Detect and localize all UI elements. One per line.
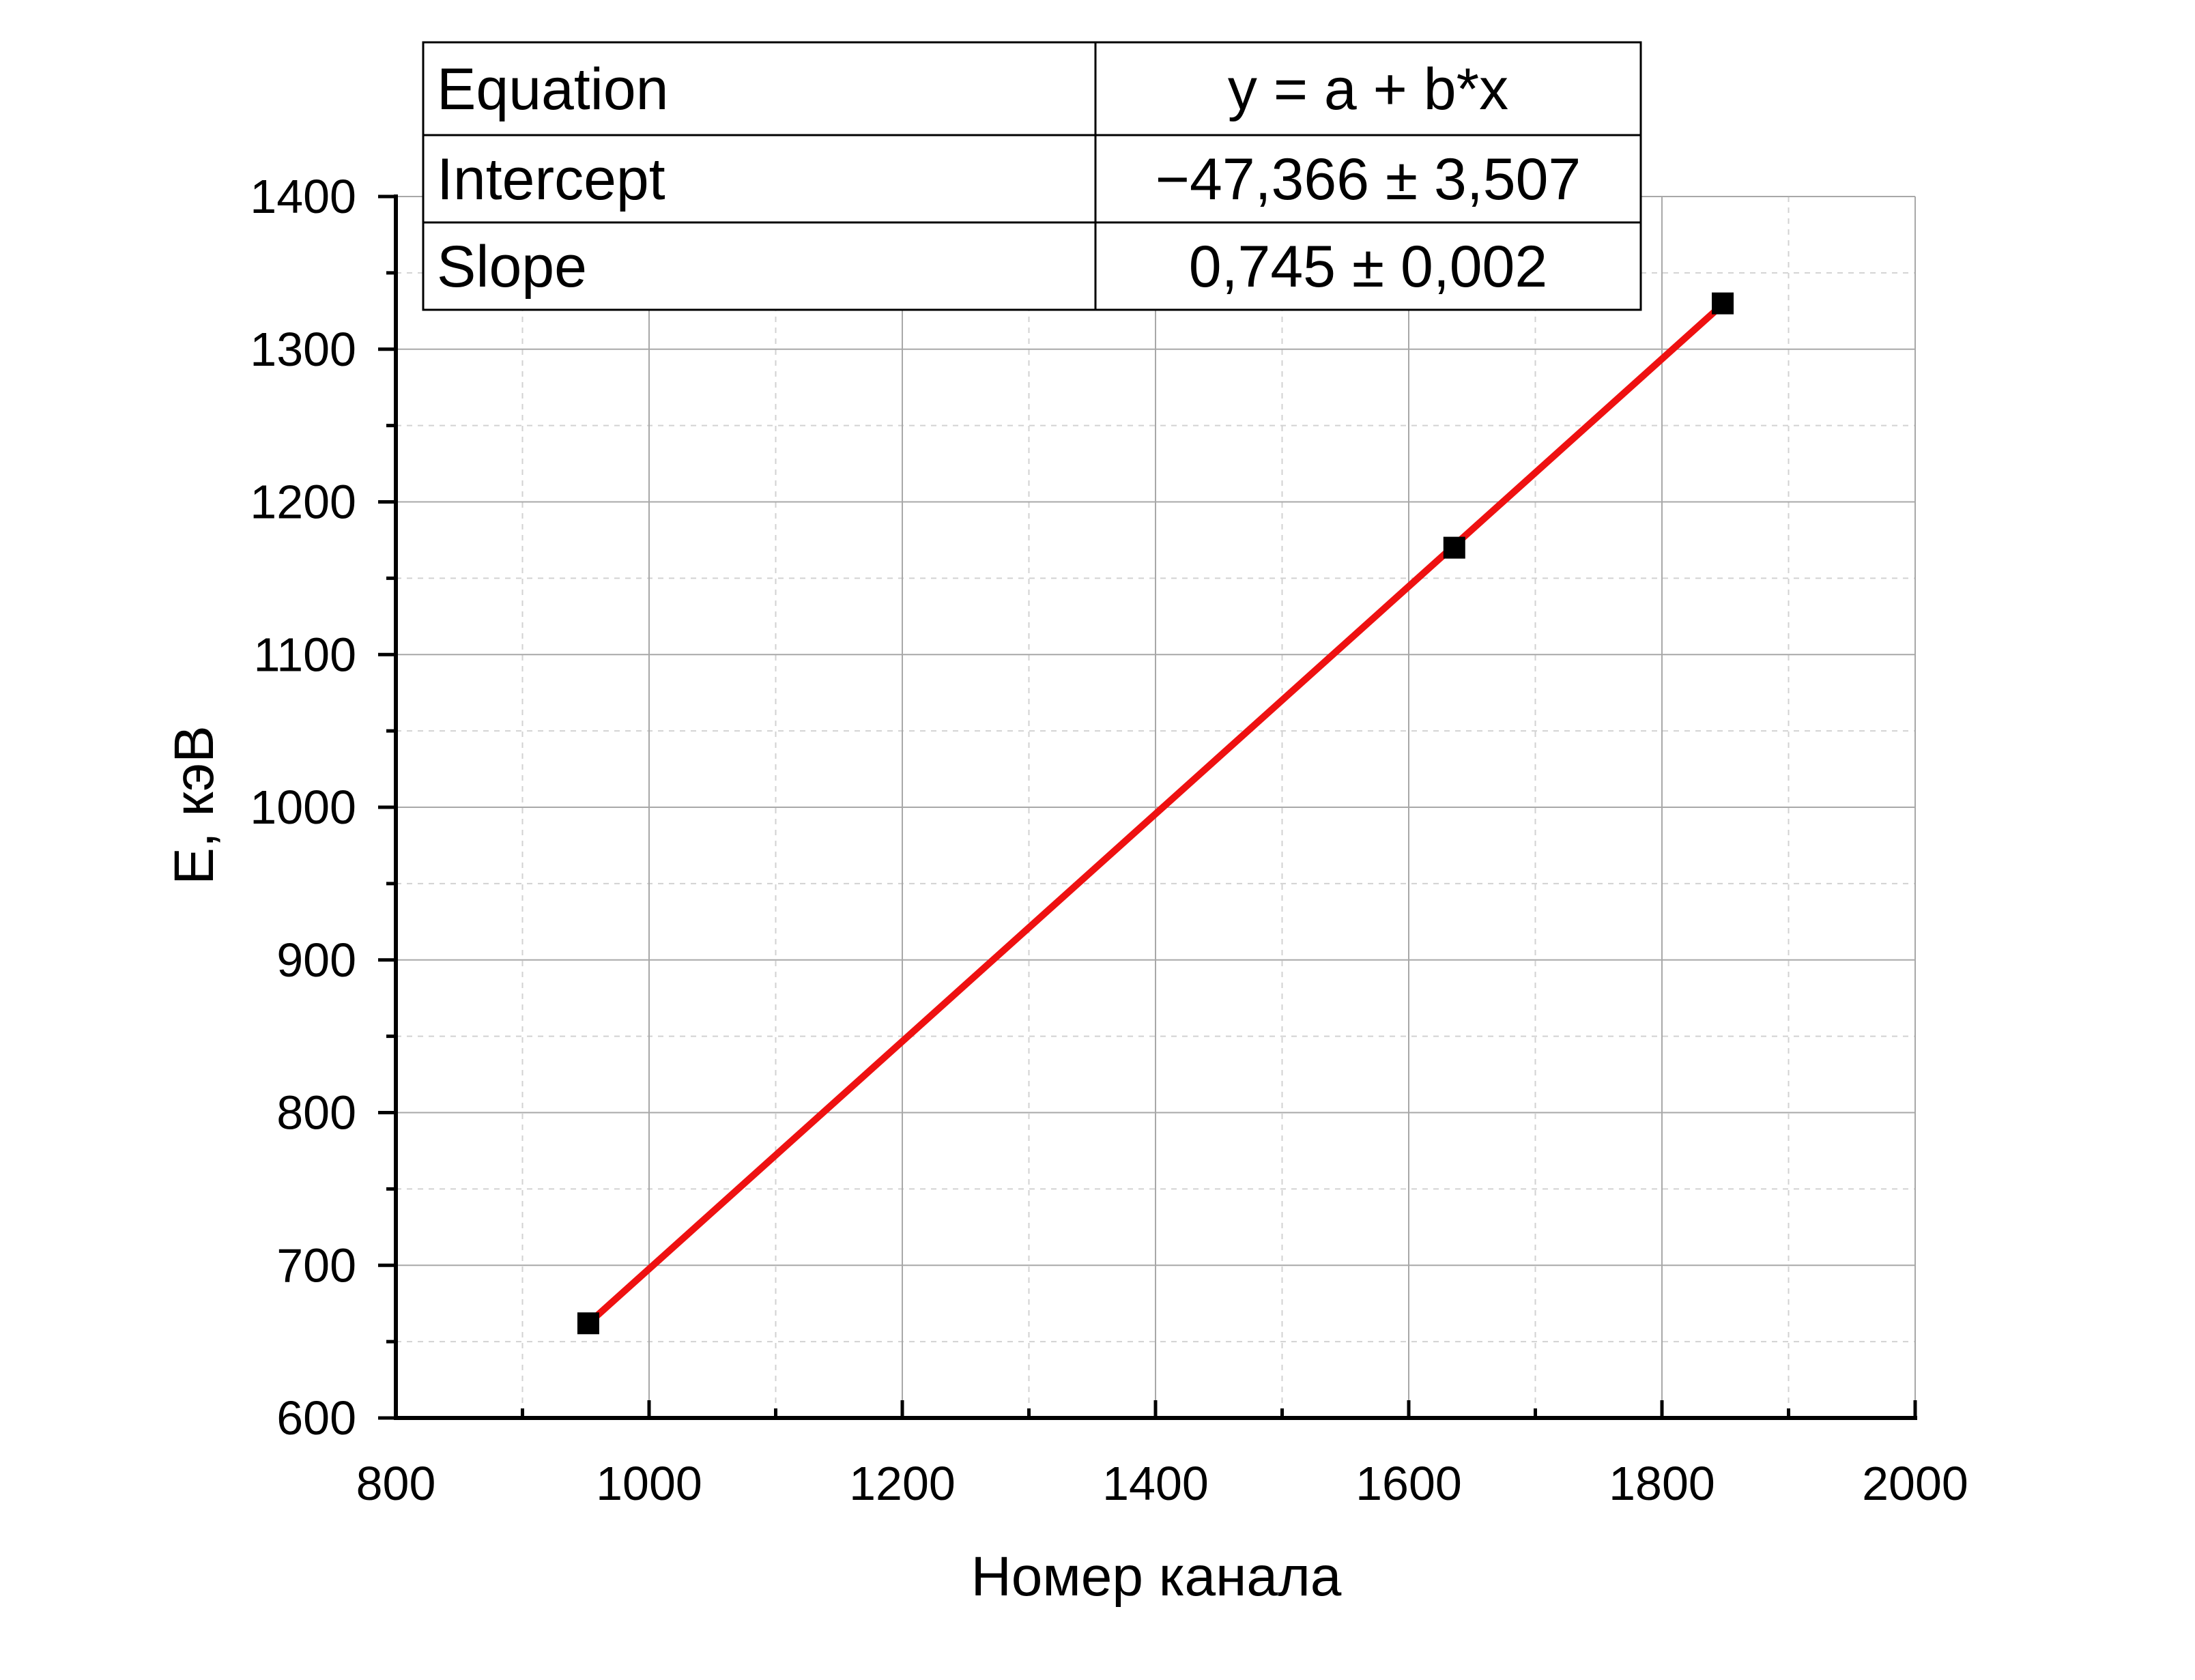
table-row-value: y = a + b*x [1228, 57, 1508, 122]
x-tick-label: 1400 [1102, 1457, 1209, 1510]
x-tick-label: 1600 [1355, 1457, 1462, 1510]
y-tick-label: 800 [276, 1086, 356, 1140]
ticks: 800 1000 1200 1400 1600 1800 2000 600 700 800 900 1… [250, 170, 1968, 1510]
table-row-value: 0,745 ± 0,002 [1189, 234, 1547, 300]
table-row-value: −47,366 ± 3,507 [1156, 147, 1581, 212]
y-tick-label: 900 [276, 933, 356, 987]
y-tick-label: 700 [276, 1239, 356, 1292]
x-tick-label: 1800 [1609, 1457, 1715, 1510]
y-tick-label: 1300 [250, 323, 356, 376]
y-axis-label: E, кэВ [163, 725, 225, 885]
y-tick-label: 1400 [250, 170, 356, 223]
data-point [577, 1312, 599, 1335]
grid [396, 196, 1916, 1418]
x-tick-label: 1000 [596, 1457, 702, 1510]
y-tick-label: 1100 [253, 628, 356, 681]
plot-area [577, 292, 1734, 1335]
y-tick-label: 1000 [250, 781, 356, 834]
x-tick-label: 1200 [849, 1457, 956, 1510]
data-point [1712, 292, 1734, 315]
x-tick-label: 2000 [1862, 1457, 1968, 1510]
table-row-label: Equation [437, 57, 669, 122]
table-row-label: Slope [437, 234, 587, 300]
y-tick-label: 600 [276, 1391, 356, 1445]
y-tick-label: 1200 [250, 476, 356, 529]
x-axis-label: Номер канала [971, 1546, 1342, 1608]
table-frame [422, 41, 1642, 311]
fit-table: Equation y = a + b*x Intercept −47,366 ± 3,… [422, 41, 1642, 311]
data-point [1443, 536, 1465, 559]
table-row-label: Intercept [437, 147, 665, 212]
fit-line [584, 300, 1727, 1327]
x-tick-label: 800 [356, 1457, 436, 1510]
